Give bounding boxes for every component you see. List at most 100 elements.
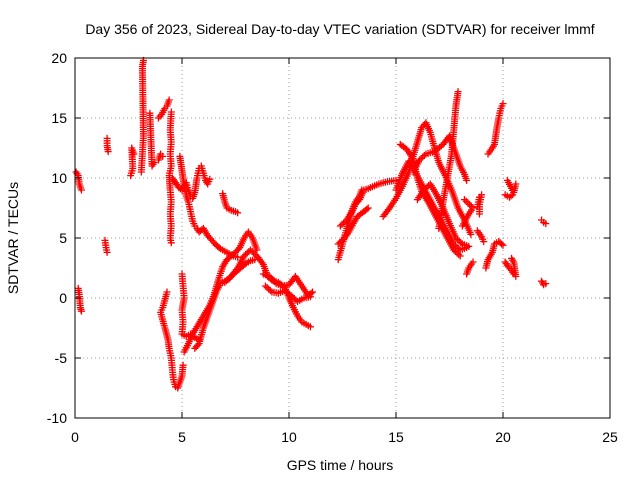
- data-point: [234, 209, 242, 217]
- data-point: [240, 252, 248, 260]
- data-point: [456, 252, 464, 260]
- x-tick-label: 20: [495, 429, 511, 445]
- data-point: [224, 275, 232, 283]
- data-point: [309, 288, 317, 296]
- data-point: [463, 176, 471, 184]
- data-point: [130, 150, 138, 158]
- data-point: [450, 246, 458, 254]
- data-point: [104, 148, 112, 156]
- data-point: [334, 240, 342, 248]
- data-point: [338, 221, 346, 228]
- data-point: [498, 240, 506, 248]
- data-point: [165, 96, 173, 104]
- data-point: [234, 245, 242, 253]
- data-point: [243, 249, 251, 257]
- data-point: [250, 249, 258, 257]
- x-tick-label: 0: [71, 429, 79, 445]
- axis-ticks: [74, 57, 611, 419]
- data-point: [450, 240, 458, 248]
- data-point: [467, 230, 475, 238]
- chart-title: Day 356 of 2023, Sidereal Day-to-day VTE…: [85, 21, 594, 37]
- data-point: [420, 152, 428, 159]
- x-tick-label: 15: [388, 429, 404, 445]
- data-point: [337, 237, 345, 245]
- data-point: [253, 246, 261, 254]
- data-point: [336, 239, 344, 246]
- data-point: [460, 196, 468, 204]
- data-point: [266, 287, 274, 294]
- data-point: [452, 234, 460, 242]
- data-point: [508, 254, 516, 262]
- data-point: [206, 175, 214, 183]
- data-point: [306, 323, 314, 331]
- data-point: [364, 204, 372, 212]
- data-point: [451, 248, 459, 255]
- y-tick-label: 20: [51, 50, 67, 66]
- data-point: [246, 246, 254, 254]
- data-point: [507, 192, 515, 200]
- data-point: [358, 186, 366, 194]
- data-point: [455, 251, 463, 258]
- data-point: [480, 238, 488, 246]
- data-point: [417, 155, 425, 162]
- data-point: [340, 219, 348, 227]
- data-point: [416, 156, 424, 164]
- data-point: [509, 191, 517, 199]
- data-point: [339, 236, 347, 243]
- data-point: [455, 245, 463, 252]
- data-point: [453, 243, 461, 251]
- y-axis-label: SDTVAR / TECUs: [5, 182, 21, 294]
- y-tick-label: -10: [47, 410, 67, 426]
- data-points: [72, 56, 550, 392]
- data-point: [454, 236, 462, 243]
- data-point: [234, 253, 242, 261]
- data-point: [384, 206, 392, 214]
- data-point: [179, 361, 187, 369]
- data-point: [159, 152, 167, 160]
- y-tick-label: -5: [55, 350, 68, 366]
- data-point: [77, 307, 85, 315]
- data-point: [463, 270, 471, 278]
- data-point: [475, 210, 483, 218]
- data-point: [421, 185, 429, 192]
- data-point: [336, 222, 344, 230]
- y-tick-label: 15: [51, 110, 67, 126]
- data-point: [77, 186, 85, 194]
- x-axis-label: GPS time / hours: [287, 457, 394, 473]
- y-tick-label: 5: [59, 230, 67, 246]
- data-point: [248, 248, 256, 255]
- data-point: [453, 249, 461, 257]
- data-point: [465, 242, 473, 250]
- data-point: [542, 280, 550, 288]
- data-point: [215, 244, 223, 252]
- data-point: [194, 341, 202, 349]
- data-point: [222, 277, 230, 285]
- data-point: [512, 180, 520, 188]
- x-tick-label: 25: [602, 429, 618, 445]
- y-tick-label: 0: [59, 290, 67, 306]
- data-point: [221, 278, 229, 286]
- data-point: [542, 220, 550, 228]
- data-point: [499, 241, 507, 249]
- x-tick-label: 10: [281, 429, 297, 445]
- data-point: [232, 266, 240, 274]
- data-point: [455, 237, 463, 245]
- data-point: [265, 285, 273, 293]
- data-point: [150, 158, 158, 166]
- y-tick-label: 10: [51, 170, 67, 186]
- data-point: [454, 88, 462, 96]
- data-point: [499, 100, 507, 108]
- grid-lines: [75, 58, 610, 418]
- data-point: [451, 242, 459, 249]
- data-point: [261, 282, 269, 290]
- data-point: [258, 259, 266, 267]
- data-point: [263, 284, 271, 291]
- data-point: [420, 186, 428, 194]
- x-tick-label: 5: [178, 429, 186, 445]
- data-point: [242, 251, 250, 258]
- data-point: [457, 239, 465, 246]
- data-point: [103, 248, 111, 256]
- data-point: [306, 293, 314, 301]
